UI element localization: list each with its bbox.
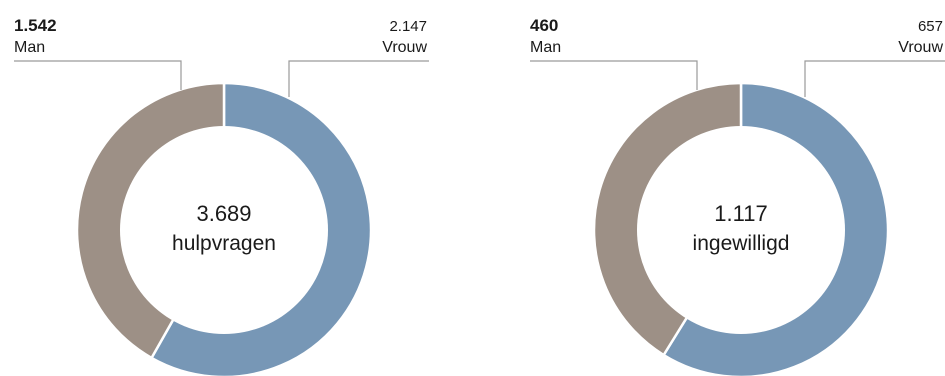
leader-line-vrouw <box>804 60 945 97</box>
value-label-vrouw: 2.147 <box>389 18 427 35</box>
series-label-man: Man <box>530 39 561 56</box>
leader-line-vrouw <box>288 60 429 97</box>
leader-line-man <box>14 60 182 90</box>
value-label-man: 1.542 <box>14 16 57 35</box>
leader-line-man <box>530 60 698 90</box>
donut-chart-hulpvragen: 1.542 Man 2.147 Vrouw 3.689 hulpvragen <box>14 16 429 376</box>
series-label-vrouw: Vrouw <box>382 39 427 56</box>
series-label-man: Man <box>14 39 45 56</box>
center-value: 1.117 <box>714 201 767 226</box>
value-label-man: 460 <box>530 16 558 35</box>
value-label-vrouw: 657 <box>918 18 943 35</box>
center-caption: ingewilligd <box>693 232 790 255</box>
center-caption: hulpvragen <box>172 232 276 255</box>
donut-chart-ingewilligd: 460 Man 657 Vrouw 1.117 ingewilligd <box>530 16 945 376</box>
donut-hole <box>120 126 328 334</box>
center-value: 3.689 <box>196 201 251 226</box>
donut-hole <box>637 126 845 334</box>
series-label-vrouw: Vrouw <box>898 39 943 56</box>
